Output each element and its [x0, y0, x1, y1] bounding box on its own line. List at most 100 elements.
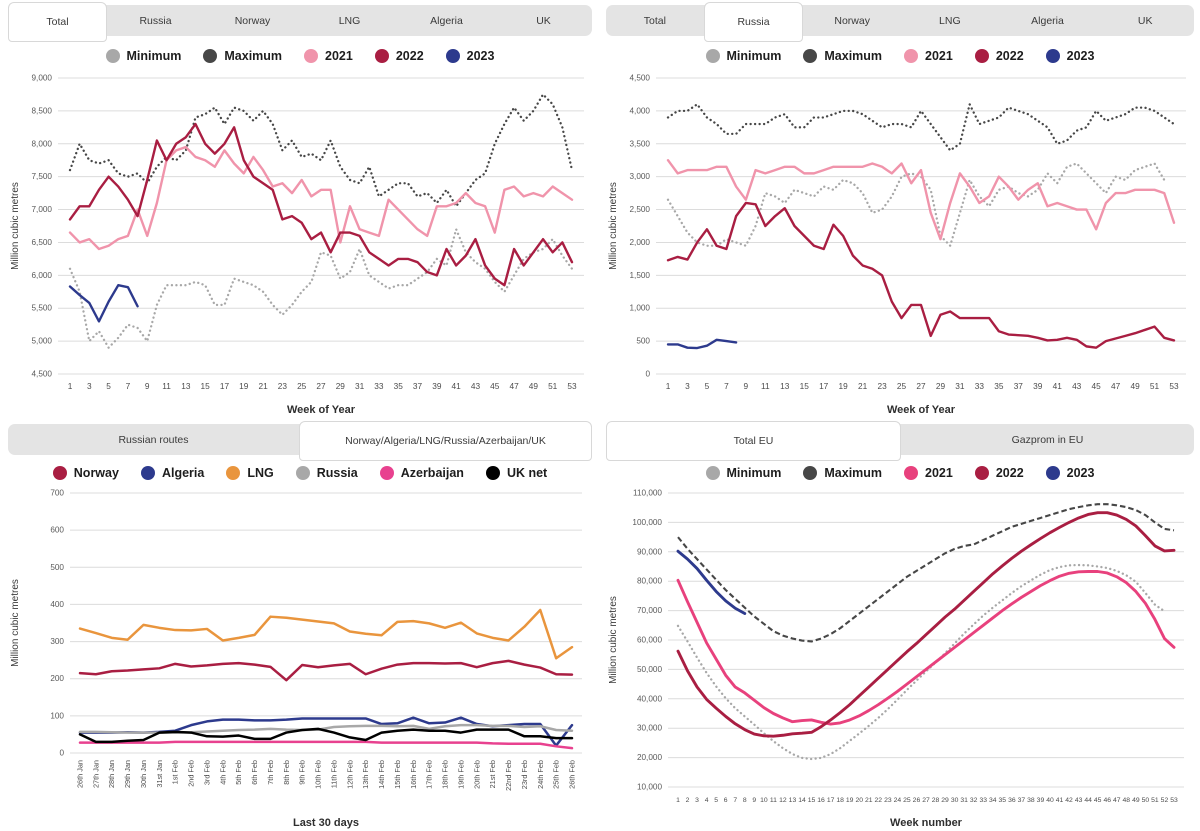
legend-label: Maximum — [824, 49, 883, 63]
x-tick-label: 43 — [471, 381, 481, 391]
legend-label: 2023 — [1066, 466, 1095, 480]
legend-swatch-2021 — [904, 466, 919, 480]
x-tick-label: 15 — [201, 381, 211, 391]
y-tick-label: 2,500 — [630, 205, 651, 214]
series-line-minimum — [666, 162, 1166, 247]
y-axis-title: Million cubic metres — [608, 182, 619, 270]
tab-lng[interactable]: LNG — [939, 14, 961, 27]
tab-norway[interactable]: Norway — [834, 14, 870, 27]
x-tick-label: 13 — [780, 381, 790, 391]
panel-eu-weekly-total: Total EU Gazprom in EU Minimum Maximum 2021… — [606, 421, 1194, 831]
tab-uk[interactable]: UK — [536, 14, 551, 27]
y-tick-label: 6,000 — [32, 271, 53, 280]
tab-russian-routes[interactable]: Russian routes — [118, 433, 189, 446]
x-axis-title: Last 30 days — [293, 817, 359, 829]
legend-item-2023[interactable]: 2023 — [1045, 49, 1094, 63]
tab-gazprom-in-eu[interactable]: Gazprom in EU — [1011, 433, 1084, 446]
series-line-minimum — [676, 563, 1166, 761]
y-tick-label: 1,000 — [630, 304, 651, 313]
x-tick-label: 35 — [999, 797, 1007, 804]
series-line-2023 — [676, 549, 747, 615]
legend-item-maximum[interactable]: Maximum — [803, 466, 882, 480]
tab-algeria[interactable]: Algeria — [1031, 14, 1064, 27]
tab-algeria[interactable]: Algeria — [430, 14, 463, 27]
x-axis-title: Week of Year — [887, 404, 956, 416]
x-tick-label: 26 — [913, 797, 921, 804]
x-tick-label: 43 — [1072, 381, 1082, 391]
legend-swatch-2022 — [974, 49, 989, 63]
eu-weekly-total-legend: Minimum Maximum 2021 2022 2023 — [606, 459, 1194, 487]
legend-item-2022[interactable]: 2022 — [974, 466, 1024, 480]
legend-item-2023[interactable]: 2023 — [445, 49, 495, 63]
x-tick-label: 3rd Feb — [202, 760, 211, 785]
legend-item-lng[interactable]: LNG — [226, 466, 274, 480]
x-tick-label: 5 — [714, 797, 718, 804]
tab-norway[interactable]: Norway — [234, 14, 271, 27]
x-tick-label: 26th Jan — [76, 760, 85, 788]
y-tick-label: 100 — [50, 711, 64, 720]
y-tick-label: 3,000 — [630, 172, 651, 181]
tab-total-eu[interactable]: Total EU — [606, 421, 901, 461]
legend-item-minimum[interactable]: Minimum — [105, 49, 182, 63]
x-tick-label: 53 — [1170, 797, 1178, 804]
x-tick-label: 35 — [994, 381, 1004, 391]
x-tick-label: 10 — [760, 797, 768, 804]
legend-item-norway[interactable]: Norway — [52, 466, 119, 480]
legend-item-2021[interactable]: 2021 — [304, 49, 353, 63]
x-tick-label: 10th Feb — [314, 760, 323, 789]
tab-lng[interactable]: LNG — [338, 14, 361, 27]
legend-label: Maximum — [824, 466, 883, 480]
x-tick-label: 42 — [1065, 797, 1073, 804]
legend-item-2021[interactable]: 2021 — [904, 49, 953, 63]
legend-label: Minimum — [126, 49, 182, 63]
legend-item-2022[interactable]: 2022 — [374, 49, 424, 63]
legend-item-maximum[interactable]: Maximum — [203, 49, 282, 63]
legend-item-minimum[interactable]: Minimum — [705, 49, 781, 63]
x-tick-label: 17 — [827, 797, 835, 804]
x-tick-label: 7 — [126, 381, 131, 391]
series-line-azerbaijan — [78, 740, 574, 750]
x-tick-label: 40 — [1046, 797, 1054, 804]
series-line-maximum — [677, 503, 1175, 643]
x-tick-label: 29 — [336, 381, 346, 391]
legend-label: 2023 — [466, 49, 495, 63]
legend-swatch-maximum — [203, 49, 218, 63]
legend-item-russia[interactable]: Russia — [295, 466, 358, 480]
x-tick-label: 21 — [865, 797, 873, 804]
x-tick-label: 1 — [676, 797, 680, 804]
legend-item-minimum[interactable]: Minimum — [705, 466, 781, 480]
tab-total[interactable]: Total — [643, 14, 666, 27]
y-tick-label: 7,000 — [32, 205, 53, 214]
y-tick-label: 70,000 — [637, 606, 662, 615]
x-tick-label: 7 — [733, 797, 737, 804]
y-tick-label: 1,500 — [630, 271, 651, 280]
tab-uk[interactable]: UK — [1137, 14, 1153, 27]
tab-norway-algeria-lng-russia-azerbaijan-uk[interactable]: Norway/Algeria/LNG/Russia/Azerbaijan/UK — [299, 421, 592, 461]
legend-item-algeria[interactable]: Algeria — [140, 466, 204, 480]
x-tick-label: 7th Feb — [266, 760, 275, 785]
weekly-imports-total-legend: Minimum Maximum 2021 2022 2023 — [8, 42, 592, 70]
x-tick-label: 25th Feb — [552, 760, 561, 789]
y-axis-title: Million cubic metres — [10, 182, 21, 270]
y-tick-label: 2,000 — [630, 238, 651, 247]
legend-swatch-2021 — [904, 49, 919, 63]
x-tick-label: 22nd Feb — [504, 760, 513, 791]
legend-item-2021[interactable]: 2021 — [904, 466, 953, 480]
series-line-2022 — [68, 122, 574, 287]
legend-item-2022[interactable]: 2022 — [974, 49, 1024, 63]
legend-item-maximum[interactable]: Maximum — [803, 49, 882, 63]
legend-swatch-maximum — [803, 49, 818, 63]
x-tick-label: 29 — [936, 381, 946, 391]
tab-russia[interactable]: Russia — [703, 2, 804, 42]
tab-total[interactable]: Total — [8, 2, 107, 42]
tab-russia[interactable]: Russia — [139, 14, 172, 27]
legend-item-2023[interactable]: 2023 — [1045, 466, 1095, 480]
x-axis-title: Week of Year — [287, 404, 356, 416]
legend-item-azerbaijan[interactable]: Azerbaijan — [379, 466, 464, 480]
y-tick-label: 4,000 — [630, 106, 651, 115]
x-tick-label: 11 — [162, 381, 171, 391]
legend-item-uk-net[interactable]: UK net — [485, 466, 547, 480]
legend-swatch-maximum — [803, 466, 818, 480]
eu-weekly-total-tabbar: Total EU Gazprom in EU — [606, 421, 1194, 461]
